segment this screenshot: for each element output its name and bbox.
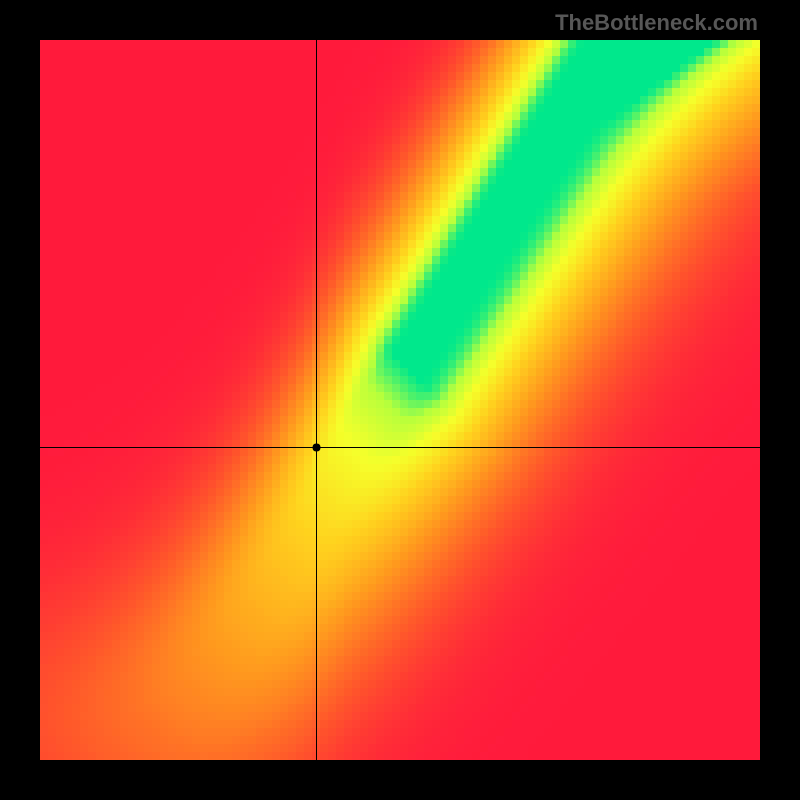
chart-container: TheBottleneck.com: [0, 0, 800, 800]
watermark-text: TheBottleneck.com: [555, 10, 758, 36]
bottleneck-heatmap: [40, 40, 760, 760]
